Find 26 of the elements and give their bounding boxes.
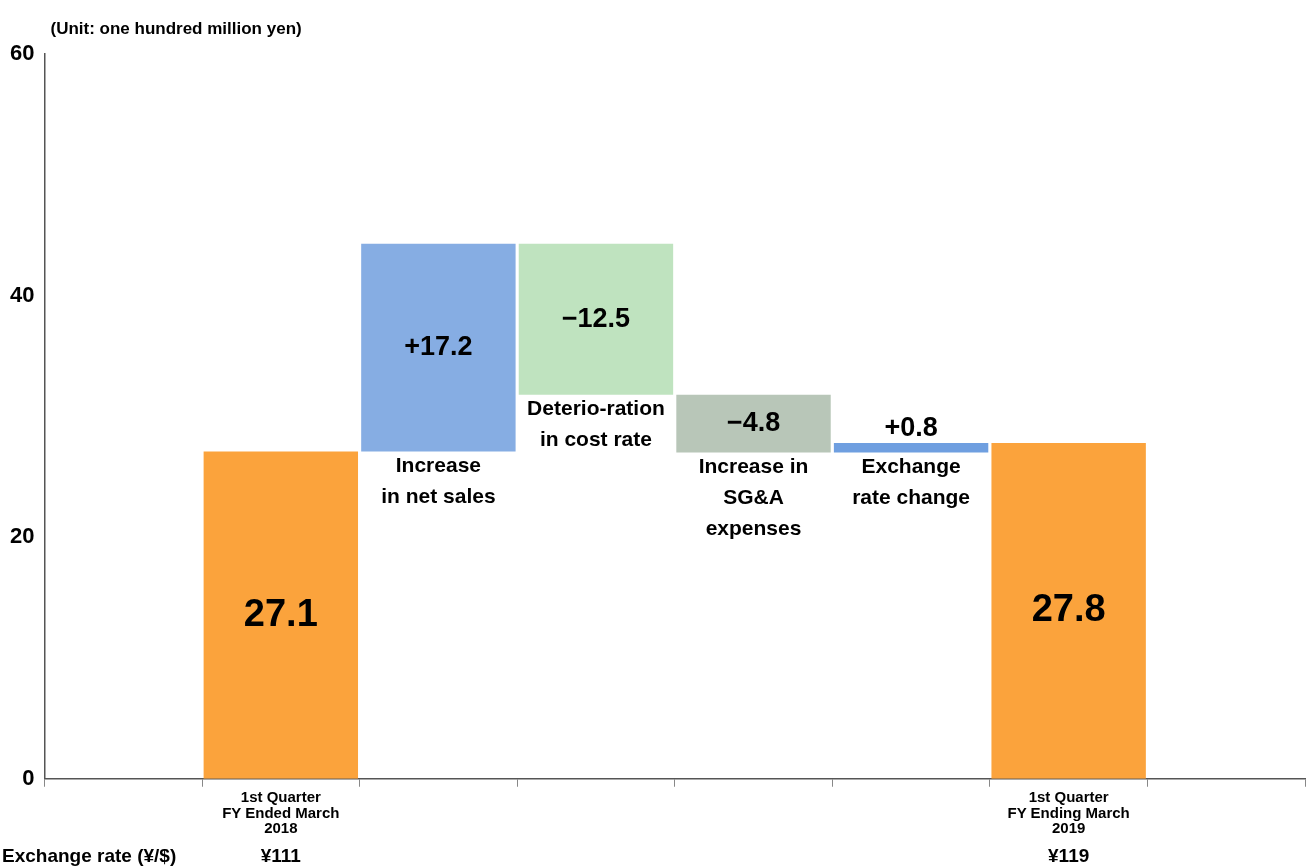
y-tick-label: 60: [9, 40, 35, 66]
data-label: −12.5: [561, 302, 631, 333]
bar: [361, 243, 516, 452]
y-tick-label: 0: [22, 764, 35, 790]
y-tick-label: 40: [9, 281, 35, 307]
data-label: 27.1: [243, 591, 318, 634]
bar: [676, 394, 831, 453]
annotation: Increase in net sales: [381, 452, 496, 507]
annotation: Deterio-ration in cost rate: [527, 395, 665, 450]
y-axis-title: (Unit: one hundred million yen): [50, 19, 302, 39]
text: ¥111: [260, 844, 302, 866]
bar: [518, 243, 674, 395]
annotation: Exchange rate change: [852, 453, 971, 508]
data-label: +17.2: [404, 330, 473, 361]
data-label: 27.8: [1031, 587, 1106, 630]
x-tick-label: 1st Quarter FY Ended March 2018: [222, 787, 340, 837]
bar: [833, 442, 989, 453]
data-label: −4.8: [726, 407, 781, 438]
text: ¥119: [1048, 844, 1090, 866]
text: Exchange rate (¥/$): [2, 844, 177, 866]
bar: [203, 451, 359, 779]
data-label: +0.8: [884, 411, 938, 442]
x-tick-label: 1st Quarter FY Ending March 2019: [1007, 787, 1130, 837]
y-tick-label: 20: [9, 523, 35, 549]
annotation: Increase in SG&A expenses: [698, 453, 809, 539]
bar: [991, 442, 1146, 779]
